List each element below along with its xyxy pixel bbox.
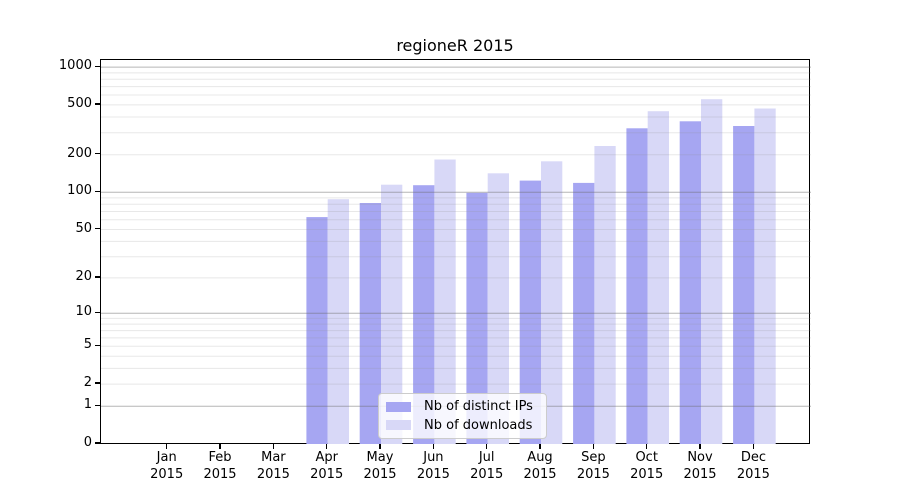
y-tick-label: 20 [75, 268, 92, 284]
legend-swatch-distinct-ips [386, 402, 411, 412]
x-tick-mark [486, 444, 488, 449]
plot-area [100, 59, 811, 444]
x-tick-mark [379, 444, 381, 449]
y-tick-label: 5 [83, 337, 92, 353]
x-tick-label: May 2015 [363, 450, 397, 482]
legend-label-downloads: Nb of downloads [424, 417, 533, 433]
bar-downloads [594, 146, 616, 444]
y-tick-mark [95, 404, 100, 406]
y-tick-label: 200 [67, 145, 92, 161]
legend-label-distinct-ips: Nb of distinct IPs [424, 399, 533, 415]
bar-distinct-ips [626, 128, 648, 444]
bar-distinct-ips [519, 180, 541, 444]
y-tick-mark [95, 311, 100, 313]
y-tick-label: 1000 [58, 58, 92, 74]
x-tick-mark [699, 444, 701, 449]
x-tick-label: Jun 2015 [416, 450, 450, 482]
x-tick-label: Nov 2015 [683, 450, 717, 482]
x-tick-mark [646, 444, 648, 449]
bar-distinct-ips [466, 192, 488, 444]
legend-item-distinct-ips: Nb of distinct IPs [386, 399, 546, 414]
y-tick-mark [95, 153, 100, 155]
x-tick-label: Aug 2015 [523, 450, 557, 482]
y-tick-label: 10 [75, 304, 92, 320]
x-tick-label: Sep 2015 [576, 450, 610, 482]
x-tick-label: Feb 2015 [203, 450, 237, 482]
x-tick-mark [432, 444, 434, 449]
y-tick-label: 50 [75, 220, 92, 236]
legend-item-downloads: Nb of downloads [386, 418, 546, 433]
y-tick-label: 2 [83, 375, 92, 391]
y-tick-mark [95, 227, 100, 230]
y-tick-label: 500 [67, 95, 92, 111]
y-tick-mark [95, 190, 100, 192]
bar-downloads [647, 111, 669, 444]
plot-canvas [101, 66, 811, 444]
x-tick-mark [752, 444, 754, 449]
bar-downloads [327, 199, 349, 444]
x-tick-mark [219, 444, 221, 449]
x-tick-mark [272, 444, 274, 449]
bar-distinct-ips [306, 217, 328, 444]
y-tick-mark [95, 382, 100, 384]
x-tick-label: Mar 2015 [256, 450, 290, 482]
x-tick-label: Oct 2015 [630, 450, 664, 482]
bar-distinct-ips [679, 121, 701, 444]
bar-downloads [541, 161, 563, 444]
x-tick-label: Jul 2015 [470, 450, 504, 482]
y-tick-mark [95, 344, 100, 346]
y-tick-mark [95, 103, 100, 105]
bar-downloads [434, 159, 456, 444]
legend-swatch-downloads [386, 420, 411, 430]
x-tick-mark [326, 444, 328, 449]
bar-downloads [701, 99, 723, 444]
bar-distinct-ips [359, 203, 381, 444]
x-tick-mark [166, 444, 168, 449]
y-tick-mark [95, 65, 100, 67]
chart-title: regioneR 2015 [396, 36, 514, 55]
y-tick-mark [95, 276, 100, 278]
bar-downloads [754, 108, 776, 444]
x-tick-mark [592, 444, 594, 449]
y-tick-label: 100 [67, 183, 92, 199]
x-tick-mark [539, 444, 541, 449]
x-tick-label: Dec 2015 [736, 450, 770, 482]
bar-downloads [487, 173, 509, 444]
bar-distinct-ips [413, 185, 435, 444]
x-tick-label: Apr 2015 [310, 450, 344, 482]
y-tick-label: 1 [83, 397, 92, 413]
bar-distinct-ips [733, 126, 755, 444]
y-tick-label: 0 [83, 435, 92, 450]
x-tick-label: Jan 2015 [150, 450, 184, 482]
y-tick-mark [95, 442, 100, 444]
bar-downloads [381, 184, 403, 444]
legend: Nb of distinct IPs Nb of downloads [378, 393, 547, 439]
